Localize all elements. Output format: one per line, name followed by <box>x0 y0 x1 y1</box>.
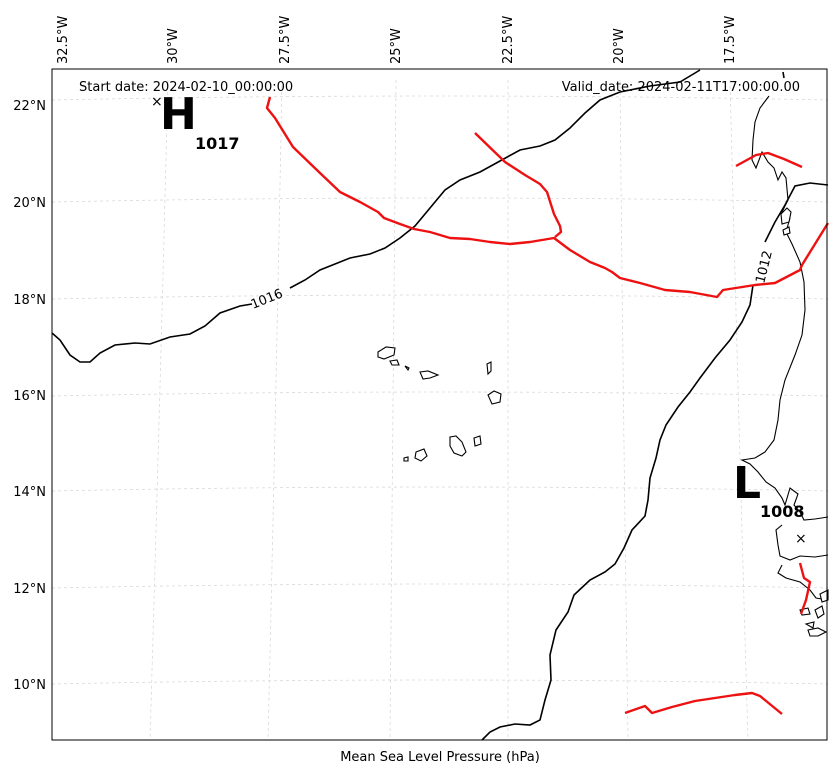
contour-label-1016: 1016 <box>249 286 285 312</box>
lon-tick-label: 17.5°W <box>723 16 738 64</box>
canary-island-2 <box>782 226 791 236</box>
gridline-lon-6 <box>619 79 629 741</box>
high-pressure-center: × H 1017 <box>151 89 240 153</box>
low-center-marker-icon: × <box>795 531 807 547</box>
front-south <box>624 691 783 715</box>
bissagos-island-5 <box>819 589 829 603</box>
gridline-lon-2 <box>149 79 169 741</box>
gridline-lat-1 <box>51 95 829 101</box>
cape-verde-fogo <box>414 448 428 462</box>
gridline-lat-4 <box>51 391 829 397</box>
cape-verde-maio <box>473 435 482 447</box>
lat-tick-label: 22°N <box>13 99 46 114</box>
low-value: 1008 <box>760 502 805 521</box>
high-value: 1017 <box>195 134 240 153</box>
isobar-1016 <box>51 69 701 363</box>
cape-verde-brava <box>403 456 409 462</box>
cape-verde-santo-antao <box>377 346 396 360</box>
fronts <box>265 96 830 715</box>
graticule <box>51 79 829 741</box>
high-symbol: H <box>160 89 197 140</box>
gridline-lon-4 <box>389 79 397 741</box>
lat-tick-label: 14°N <box>13 485 46 500</box>
map-frame <box>51 68 828 741</box>
gridline-lat-3 <box>51 294 829 300</box>
lon-tick-label: 27.5°W <box>278 16 293 64</box>
cape-verde-boa-vista <box>487 390 502 405</box>
low-symbol: L <box>733 458 761 509</box>
bissagos-island-4 <box>807 627 828 637</box>
lon-tick-label: 22.5°W <box>501 16 516 64</box>
bissagos-island-3 <box>804 621 815 629</box>
isobars: 1016 1012 <box>51 69 829 741</box>
lon-tick-label: 20°W <box>612 28 627 64</box>
gridline-lat-2 <box>51 197 829 203</box>
gridline-lat-5 <box>51 486 829 492</box>
front-central <box>474 132 563 238</box>
lat-tick-label: 10°N <box>13 678 46 693</box>
lat-tick-label: 18°N <box>13 293 46 308</box>
lat-tick-labels: 22°N 20°N 18°N 16°N 14°N 12°N 10°N <box>13 99 46 693</box>
cape-verde-santa-luzia <box>404 365 410 372</box>
lon-tick-label: 25°W <box>389 28 404 64</box>
gridline-lat-7 <box>51 679 829 685</box>
cape-verde-sao-vicente <box>389 359 400 366</box>
cape-verde-sao-nicolau <box>419 370 440 380</box>
high-center-marker-icon: × <box>151 94 163 110</box>
front-northwest <box>265 96 830 299</box>
lon-tick-label: 32.5°W <box>56 16 71 64</box>
gridline-lat-6 <box>51 583 829 589</box>
lat-tick-label: 16°N <box>13 389 46 404</box>
start-date: Start date: 2024-02-10_00:00:00 <box>79 80 293 95</box>
front-northeast <box>735 151 803 169</box>
isobar-north-arc <box>782 71 785 79</box>
front-southeast-coast <box>798 562 812 615</box>
bissagos-island-2 <box>814 605 825 619</box>
low-pressure-center: × L 1008 <box>733 458 807 547</box>
africa-coastline <box>740 95 829 601</box>
lon-tick-label: 30°W <box>166 28 181 64</box>
lat-tick-label: 20°N <box>13 196 46 211</box>
valid-date: Valid_date: 2024-02-11T17:00:00.00 <box>562 80 800 95</box>
isobar-1012 <box>481 182 829 741</box>
map-caption: Mean Sea Level Pressure (hPa) <box>340 750 540 765</box>
cape-verde-santiago <box>449 435 467 457</box>
gridline-lon-3 <box>267 79 283 741</box>
lon-tick-labels: 32.5°W 30°W 27.5°W 25°W 22.5°W 20°W 17.5… <box>56 16 738 64</box>
lat-tick-label: 12°N <box>13 582 46 597</box>
coastlines <box>377 95 829 637</box>
canary-island-1 <box>780 207 792 225</box>
gridline-lon-7 <box>729 79 749 741</box>
cape-verde-sal <box>486 361 492 376</box>
contour-label-1012: 1012 <box>753 249 776 285</box>
